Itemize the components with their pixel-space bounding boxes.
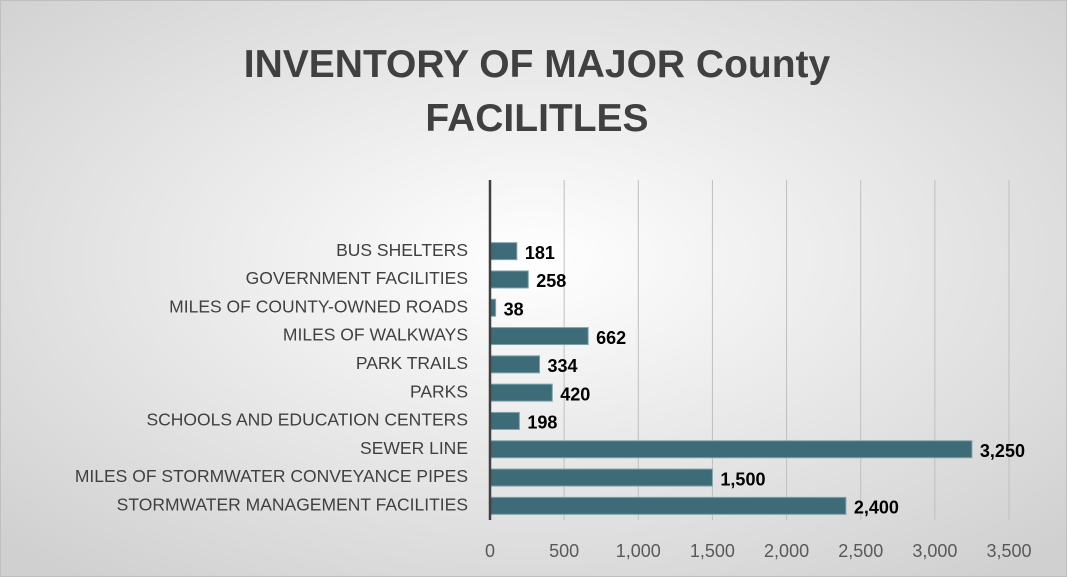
- value-label: 662: [596, 328, 626, 348]
- bar: [489, 327, 589, 346]
- x-tick-label: 0: [485, 541, 495, 561]
- bar: [489, 270, 529, 289]
- bar: [489, 242, 518, 261]
- x-tick-label: 2,000: [764, 541, 809, 561]
- chart-title: INVENTORY OF MAJOR County FACILITLES: [243, 43, 831, 140]
- value-label: 38: [504, 300, 524, 320]
- y-tick-label: MILES OF STORMWATER CONVEYANCE PIPES: [75, 466, 468, 486]
- x-tick-label: 500: [549, 541, 579, 561]
- y-tick-label: MILES OF WALKWAYS: [283, 325, 468, 345]
- value-label: 334: [548, 356, 578, 376]
- y-tick-label: STORMWATER MANAGEMENT FACILITIES: [117, 494, 468, 514]
- y-tick-label: MILES OF COUNTY-OWNED ROADS: [169, 296, 468, 316]
- x-tick-label: 3,500: [986, 541, 1031, 561]
- value-label: 1,500: [720, 469, 765, 489]
- value-label: 3,250: [980, 441, 1025, 461]
- y-tick-label: SCHOOLS AND EDUCATION CENTERS: [146, 410, 468, 430]
- bar: [489, 355, 541, 374]
- y-tick-label: BUS SHELTERS: [336, 240, 468, 260]
- value-label: 420: [560, 384, 590, 404]
- x-tick-label: 2,500: [838, 541, 883, 561]
- bar: [489, 440, 973, 459]
- y-tick-label: PARKS: [410, 381, 468, 401]
- y-tick-label: SEWER LINE: [360, 438, 468, 458]
- y-tick-label: PARK TRAILS: [356, 353, 468, 373]
- bar: [489, 496, 847, 515]
- value-label: 198: [527, 413, 557, 433]
- x-tick-label: 3,000: [912, 541, 957, 561]
- value-label: 258: [536, 271, 566, 291]
- y-tick-label: GOVERNMENT FACILITIES: [246, 268, 468, 288]
- bar: [489, 411, 520, 430]
- bar: [489, 468, 713, 487]
- value-label: 2,400: [854, 498, 899, 518]
- x-tick-label: 1,000: [616, 541, 661, 561]
- x-tick-label: 1,500: [690, 541, 735, 561]
- value-label: 181: [525, 243, 555, 263]
- bar: [489, 383, 553, 402]
